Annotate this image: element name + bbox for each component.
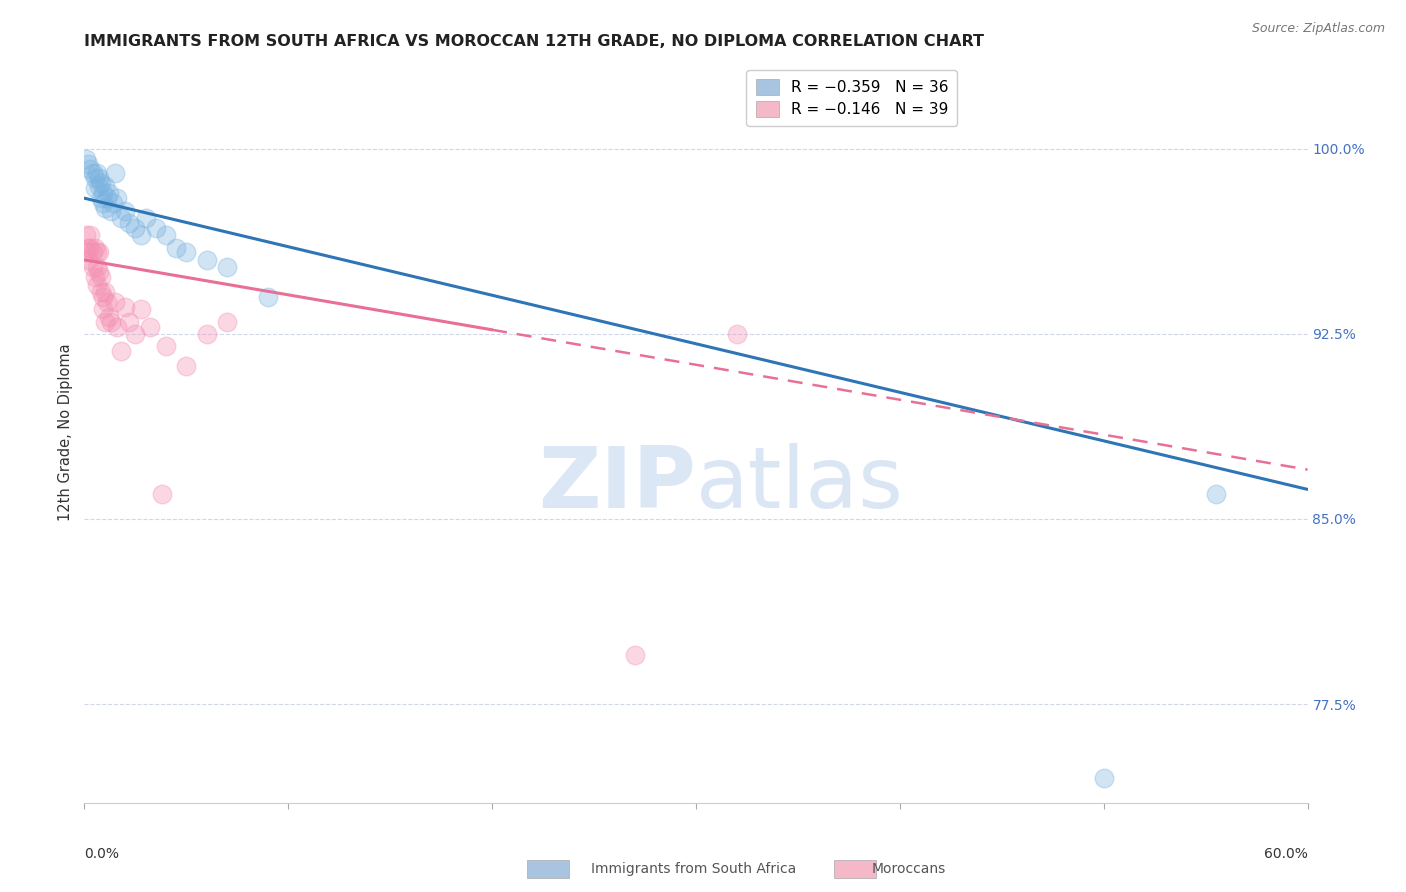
Point [1092, 771, 1115, 785]
Point [91, 196, 114, 211]
Point [86, 245, 108, 260]
Point [91, 302, 114, 317]
Point [87, 178, 110, 193]
Text: 0.0%: 0.0% [84, 847, 120, 861]
Point [82, 166, 104, 180]
Point [195, 252, 218, 267]
Point [118, 314, 141, 328]
Point [131, 302, 153, 317]
Legend: R = −0.359   N = 36, R = −0.146   N = 39: R = −0.359 N = 36, R = −0.146 N = 39 [747, 70, 957, 127]
Point [145, 220, 167, 235]
Point [104, 294, 127, 309]
Point [1205, 487, 1227, 501]
Point [75, 152, 97, 166]
Point [91, 186, 114, 201]
Point [90, 177, 112, 191]
Text: Moroccans: Moroccans [872, 862, 946, 876]
Point [217, 260, 239, 275]
Point [82, 245, 104, 260]
Point [257, 290, 280, 304]
Point [90, 270, 112, 285]
Point [105, 191, 128, 205]
Point [79, 228, 101, 243]
Text: 60.0%: 60.0% [1264, 847, 1308, 861]
Point [97, 310, 120, 324]
Text: Immigrants from South Africa: Immigrants from South Africa [591, 862, 796, 876]
Point [93, 201, 115, 215]
Point [90, 191, 112, 205]
Point [155, 228, 177, 243]
Point [83, 240, 105, 254]
Point [195, 326, 218, 341]
Point [83, 171, 105, 186]
Point [83, 181, 105, 195]
Point [86, 277, 108, 292]
Point [96, 191, 118, 205]
Point [86, 166, 108, 180]
Point [110, 211, 132, 225]
Point [155, 339, 177, 353]
Point [86, 260, 108, 275]
Point [93, 314, 115, 328]
Point [90, 285, 112, 299]
Point [83, 270, 105, 285]
Text: atlas: atlas [696, 443, 904, 526]
Point [87, 171, 110, 186]
Point [114, 203, 136, 218]
Point [96, 294, 118, 309]
Point [79, 240, 101, 254]
Point [150, 487, 173, 501]
Text: IMMIGRANTS FROM SOUTH AFRICA VS MOROCCAN 12TH GRADE, NO DIPLOMA CORRELATION CHAR: IMMIGRANTS FROM SOUTH AFRICA VS MOROCCAN… [84, 34, 984, 49]
Point [124, 220, 146, 235]
Point [75, 228, 97, 243]
Point [124, 326, 146, 341]
Point [82, 260, 104, 275]
Point [100, 203, 122, 218]
Point [77, 252, 100, 267]
Point [75, 245, 97, 260]
Point [131, 228, 153, 243]
Point [93, 178, 115, 193]
Point [174, 245, 197, 260]
Point [91, 290, 114, 304]
Point [97, 186, 120, 201]
Point [135, 211, 157, 225]
Text: ZIP: ZIP [538, 443, 696, 526]
Point [165, 240, 187, 254]
Point [118, 216, 141, 230]
Point [217, 314, 239, 328]
Point [105, 319, 128, 334]
Point [110, 344, 132, 359]
Point [77, 240, 100, 254]
Point [138, 319, 160, 334]
Point [725, 326, 748, 341]
Point [79, 161, 101, 176]
Point [87, 245, 110, 260]
Point [100, 314, 122, 328]
Point [114, 300, 136, 314]
Point [77, 156, 100, 170]
Point [87, 265, 110, 279]
Point [174, 359, 197, 373]
Point [104, 166, 127, 180]
Point [624, 648, 647, 662]
Text: Source: ZipAtlas.com: Source: ZipAtlas.com [1251, 22, 1385, 36]
Point [101, 196, 124, 211]
Point [93, 285, 115, 299]
Y-axis label: 12th Grade, No Diploma: 12th Grade, No Diploma [58, 343, 73, 522]
